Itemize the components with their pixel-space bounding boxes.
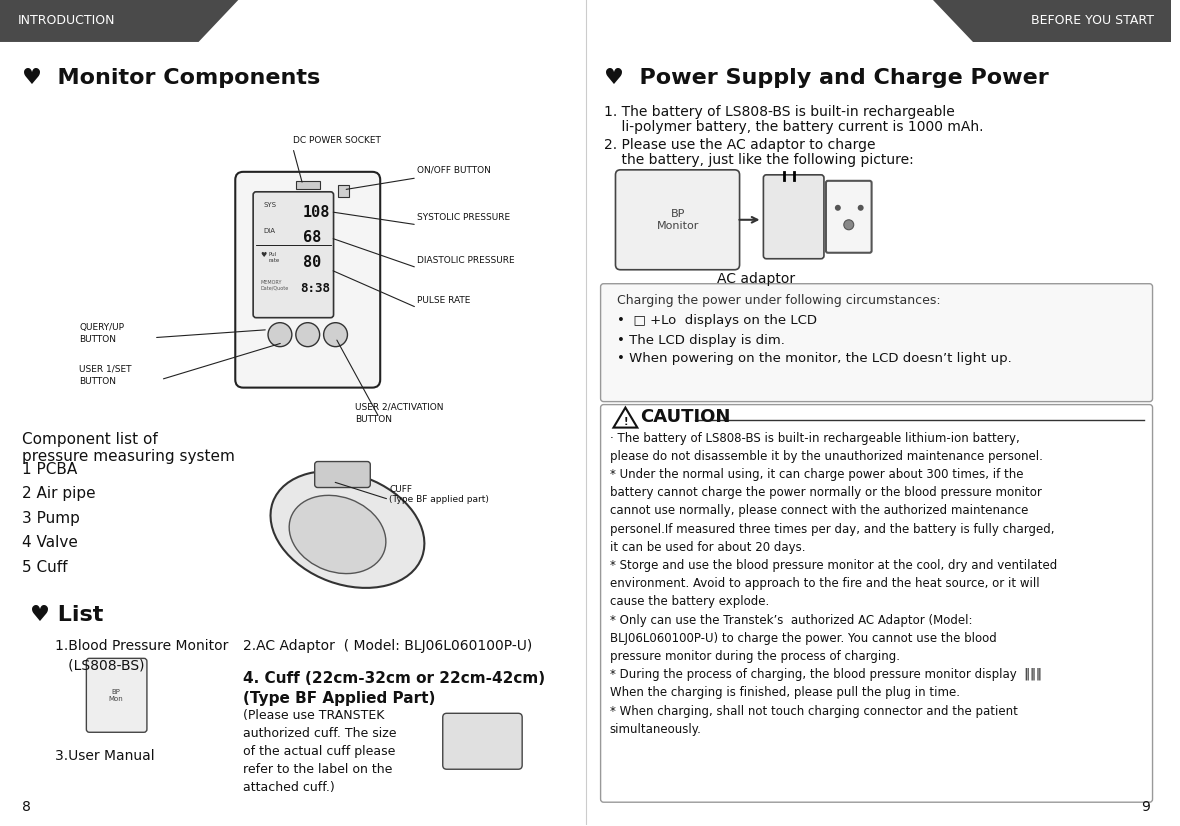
Text: 1 PCBA
2 Air pipe
3 Pump
4 Valve
5 Cuff: 1 PCBA 2 Air pipe 3 Pump 4 Valve 5 Cuff: [22, 462, 96, 575]
Text: ♥  Monitor Components: ♥ Monitor Components: [22, 68, 320, 88]
Text: DIA: DIA: [263, 228, 275, 234]
Text: QUERY/UP: QUERY/UP: [79, 323, 124, 332]
Text: li-polymer battery, the battery current is 1000 mAh.: li-polymer battery, the battery current …: [603, 120, 983, 134]
FancyBboxPatch shape: [763, 175, 824, 259]
Circle shape: [323, 323, 347, 347]
Text: USER 2/ACTIVATION: USER 2/ACTIVATION: [355, 402, 444, 411]
Text: ON/OFF BUTTON: ON/OFF BUTTON: [417, 166, 491, 175]
Text: ♥: ♥: [260, 252, 267, 258]
Text: CAUTION: CAUTION: [641, 407, 730, 425]
Text: DIASTOLIC PRESSURE: DIASTOLIC PRESSURE: [417, 256, 514, 265]
FancyBboxPatch shape: [315, 462, 371, 487]
Bar: [337, 185, 349, 197]
Text: SYS: SYS: [263, 202, 276, 208]
Text: USER 1/SET: USER 1/SET: [79, 364, 132, 373]
Text: Component list of
pressure measuring system: Component list of pressure measuring sys…: [22, 431, 235, 464]
Text: 2. Please use the AC adaptor to charge: 2. Please use the AC adaptor to charge: [603, 138, 876, 152]
Text: 3.User Manual: 3.User Manual: [54, 749, 155, 763]
Text: ♥  Power Supply and Charge Power: ♥ Power Supply and Charge Power: [603, 68, 1048, 88]
Text: !: !: [623, 416, 628, 426]
Text: 2.AC Adaptor  ( Model: BLJ06L060100P-U): 2.AC Adaptor ( Model: BLJ06L060100P-U): [243, 639, 532, 653]
Text: •  □ +Lo  displays on the LCD: • □ +Lo displays on the LCD: [617, 314, 818, 327]
Polygon shape: [614, 407, 637, 428]
Text: MEMORY
Date/Quote: MEMORY Date/Quote: [260, 280, 288, 291]
Text: AC adaptor: AC adaptor: [717, 272, 795, 286]
Text: 80: 80: [303, 254, 321, 270]
Text: 9: 9: [1141, 800, 1149, 814]
Text: BP
Monitor: BP Monitor: [657, 209, 700, 230]
Text: Charging the power under following circumstances:: Charging the power under following circu…: [617, 294, 942, 306]
Text: 1. The battery of LS808-BS is built-in rechargeable: 1. The battery of LS808-BS is built-in r…: [603, 105, 955, 119]
Circle shape: [268, 323, 291, 347]
Text: SYSTOLIC PRESSURE: SYSTOLIC PRESSURE: [417, 213, 510, 221]
Text: 68: 68: [303, 230, 321, 244]
Text: 108: 108: [303, 205, 330, 220]
Text: INTRODUCTION: INTRODUCTION: [18, 15, 116, 27]
Text: BUTTON: BUTTON: [79, 335, 117, 344]
Text: BUTTON: BUTTON: [355, 415, 393, 424]
FancyBboxPatch shape: [616, 170, 740, 270]
FancyBboxPatch shape: [254, 192, 334, 318]
Text: (Please use TRANSTEK
authorized cuff. The size
of the actual cuff please
refer t: (Please use TRANSTEK authorized cuff. Th…: [243, 710, 396, 795]
Circle shape: [858, 205, 864, 211]
Text: 8: 8: [22, 800, 31, 814]
Text: BP
Mon: BP Mon: [109, 689, 124, 702]
Ellipse shape: [289, 496, 386, 573]
Text: BUTTON: BUTTON: [79, 377, 117, 386]
FancyBboxPatch shape: [86, 658, 148, 733]
Polygon shape: [0, 0, 238, 42]
Circle shape: [296, 323, 320, 347]
Text: BEFORE YOU START: BEFORE YOU START: [1030, 15, 1154, 27]
FancyBboxPatch shape: [442, 714, 523, 769]
Text: ♥ List: ♥ List: [30, 605, 103, 625]
Circle shape: [835, 205, 841, 211]
FancyBboxPatch shape: [826, 181, 872, 253]
Text: · The battery of LS808-BS is built-in rechargeable lithium-ion battery,
please d: · The battery of LS808-BS is built-in re…: [610, 431, 1057, 736]
FancyBboxPatch shape: [235, 172, 380, 387]
FancyBboxPatch shape: [601, 283, 1153, 401]
Polygon shape: [933, 0, 1172, 42]
Text: 4. Cuff (22cm-32cm or 22cm-42cm)
(Type BF Applied Part): 4. Cuff (22cm-32cm or 22cm-42cm) (Type B…: [243, 672, 545, 706]
Text: • The LCD display is dim.: • The LCD display is dim.: [617, 334, 786, 347]
Circle shape: [844, 220, 854, 230]
Text: 1.Blood Pressure Monitor
   (LS808-BS): 1.Blood Pressure Monitor (LS808-BS): [54, 639, 228, 673]
Text: CUFF: CUFF: [389, 485, 412, 493]
Text: (Type BF applied part): (Type BF applied part): [389, 496, 489, 505]
Text: 8:38: 8:38: [300, 282, 329, 295]
Text: DC POWER SOCKET: DC POWER SOCKET: [293, 135, 381, 145]
Text: • When powering on the monitor, the LCD doesn’t light up.: • When powering on the monitor, the LCD …: [617, 352, 1012, 364]
Ellipse shape: [270, 471, 425, 588]
Text: the battery, just like the following picture:: the battery, just like the following pic…: [603, 153, 913, 167]
FancyBboxPatch shape: [601, 405, 1153, 802]
Text: Pul
rate: Pul rate: [268, 252, 280, 263]
Text: PULSE RATE: PULSE RATE: [417, 296, 471, 305]
Bar: [296, 181, 320, 189]
